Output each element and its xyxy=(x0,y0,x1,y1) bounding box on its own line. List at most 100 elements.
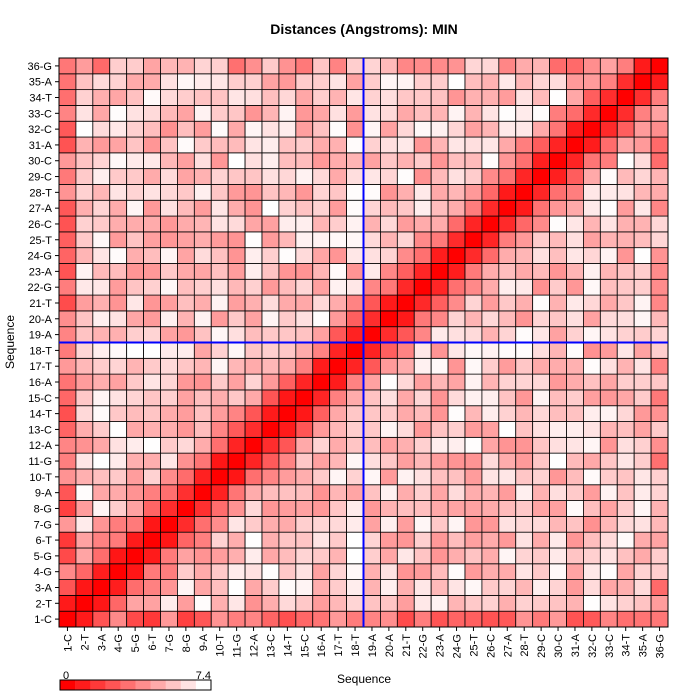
heatmap-cell xyxy=(549,120,567,138)
heatmap-cell xyxy=(177,152,195,170)
heatmap-cell xyxy=(616,500,635,517)
heatmap-cell xyxy=(227,436,246,454)
heatmap-cell xyxy=(430,152,449,170)
heatmap-cell xyxy=(160,579,178,596)
heatmap-cell xyxy=(430,579,449,596)
heatmap-cell xyxy=(633,421,652,438)
heatmap-cell xyxy=(532,294,550,312)
heatmap-cell xyxy=(532,468,550,486)
heatmap-cell xyxy=(210,547,229,565)
color-scale-step xyxy=(60,680,76,690)
heatmap-cell xyxy=(549,326,567,343)
heatmap-cell xyxy=(244,436,263,454)
heatmap-cell xyxy=(498,610,517,628)
heatmap-cell xyxy=(261,136,280,154)
heatmap-cell xyxy=(177,73,195,91)
heatmap-cell xyxy=(193,389,212,407)
heatmap-cell xyxy=(481,184,500,201)
heatmap-cell xyxy=(261,326,280,343)
heatmap-cell xyxy=(109,168,128,185)
heatmap-cell xyxy=(363,515,381,533)
heatmap-cell xyxy=(363,468,381,486)
heatmap-cell xyxy=(447,594,466,612)
heatmap-cell xyxy=(109,199,128,217)
heatmap-cell xyxy=(312,610,331,628)
heatmap-cell xyxy=(278,105,297,122)
heatmap-cell xyxy=(481,310,500,328)
y-tick-label: 36-G xyxy=(28,61,52,73)
heatmap-cell xyxy=(430,500,449,517)
heatmap-cell xyxy=(227,199,246,217)
heatmap-cell xyxy=(210,152,229,170)
heatmap-cell xyxy=(126,563,144,580)
heatmap-cell xyxy=(633,563,652,580)
heatmap-cell xyxy=(633,294,652,312)
heatmap-cell xyxy=(261,531,280,549)
heatmap-cell xyxy=(278,215,297,233)
heatmap-cell xyxy=(498,531,517,549)
heatmap-cell xyxy=(193,120,212,138)
heatmap-cell xyxy=(92,152,111,170)
heatmap-cell xyxy=(193,263,212,280)
heatmap-cell xyxy=(346,421,364,438)
heatmap-cell xyxy=(295,500,314,517)
heatmap-cell xyxy=(227,468,246,486)
heatmap-cell xyxy=(193,547,212,565)
heatmap-cell xyxy=(312,515,331,533)
heatmap-cell xyxy=(413,563,432,580)
heatmap-cell xyxy=(193,421,212,438)
y-tick-label: 32-C xyxy=(28,124,52,136)
heatmap-cell xyxy=(464,610,483,628)
heatmap-cell xyxy=(109,105,128,122)
heatmap-cell xyxy=(261,452,280,470)
heatmap-cell xyxy=(380,105,398,122)
heatmap-cell xyxy=(329,105,347,122)
heatmap-cell xyxy=(498,105,517,122)
heatmap-cell xyxy=(396,89,415,106)
heatmap-cell xyxy=(413,421,432,438)
heatmap-cell xyxy=(515,610,534,628)
heatmap-cell xyxy=(549,294,567,312)
heatmap-cell xyxy=(312,421,331,438)
heatmap-cell xyxy=(396,436,415,454)
heatmap-cell xyxy=(92,120,111,138)
heatmap-cell xyxy=(261,594,280,612)
heatmap-cell xyxy=(109,484,128,501)
heatmap-cell xyxy=(278,120,297,138)
heatmap-cell xyxy=(380,405,398,422)
heatmap-cell xyxy=(329,342,347,359)
heatmap-cell xyxy=(244,500,263,517)
heatmap-cell xyxy=(109,57,128,75)
heatmap-cell xyxy=(295,531,314,549)
heatmap-cell xyxy=(363,247,381,264)
heatmap-cell xyxy=(616,310,635,328)
heatmap-cell xyxy=(650,547,669,565)
heatmap-cell xyxy=(58,484,77,501)
heatmap-cell xyxy=(616,247,635,264)
color-scale-step xyxy=(150,680,166,690)
heatmap-cell xyxy=(498,436,517,454)
heatmap-cell xyxy=(177,136,195,154)
heatmap-cell xyxy=(566,357,584,375)
heatmap-cell xyxy=(160,326,178,343)
heatmap-cell xyxy=(464,168,483,185)
color-scale-bar xyxy=(59,679,212,691)
heatmap-cell xyxy=(430,563,449,580)
heatmap-cell xyxy=(278,199,297,217)
x-tick-label: 14-T xyxy=(282,634,294,657)
heatmap-cell xyxy=(447,547,466,565)
heatmap-cell xyxy=(549,436,567,454)
heatmap-cell xyxy=(583,199,601,217)
heatmap-cell xyxy=(566,373,584,391)
heatmap-cell xyxy=(498,199,517,217)
heatmap-cell xyxy=(177,215,195,233)
heatmap-cell xyxy=(363,531,381,549)
color-scale-min-label: 0 xyxy=(63,670,69,682)
y-tick-label: 17-T xyxy=(29,361,52,373)
heatmap-cell xyxy=(583,563,601,580)
heatmap-cell xyxy=(413,231,432,249)
heatmap-cell xyxy=(261,184,280,201)
heatmap-cell xyxy=(616,468,635,486)
heatmap-cell xyxy=(177,452,195,470)
y-tick-label: 7-G xyxy=(34,519,52,531)
